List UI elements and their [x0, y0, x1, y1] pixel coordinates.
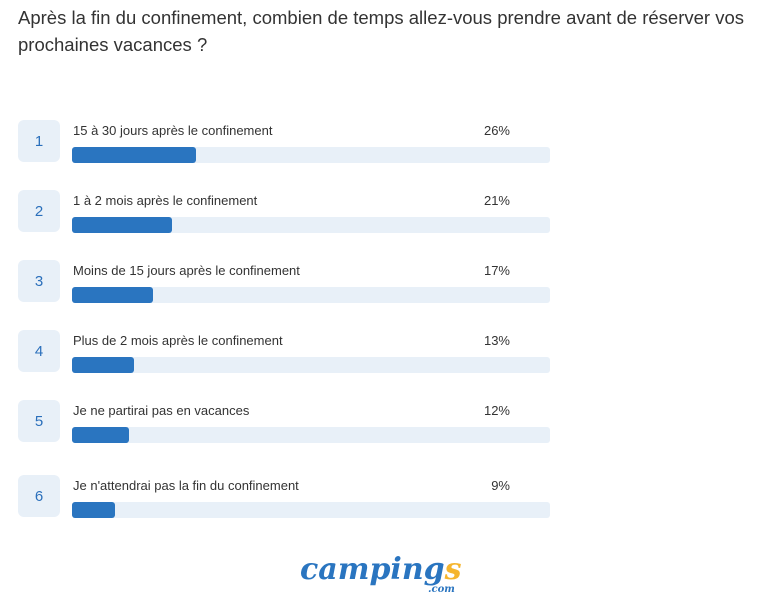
rank-badge: 6 — [18, 475, 60, 517]
bar-row: 3 Moins de 15 jours après le confinement… — [0, 260, 560, 304]
rank-badge: 1 — [18, 120, 60, 162]
bar-track — [72, 357, 550, 373]
category-label: Moins de 15 jours après le confinement — [73, 263, 300, 278]
rank-badge: 5 — [18, 400, 60, 442]
bar — [72, 502, 116, 518]
bar-row: 1 15 à 30 jours après le confinement 26% — [0, 120, 560, 164]
category-label: Plus de 2 mois après le confinement — [73, 333, 283, 348]
bar-track — [72, 147, 550, 163]
bar — [72, 427, 130, 443]
rank-badge: 2 — [18, 190, 60, 232]
campings-logo: campings .com — [300, 552, 462, 595]
bar-row: 5 Je ne partirai pas en vacances 12% — [0, 400, 560, 444]
bar-row: 4 Plus de 2 mois après le confinement 13… — [0, 330, 560, 374]
bar — [72, 147, 197, 163]
bar-track — [72, 502, 550, 518]
value-label: 21% — [483, 193, 510, 208]
chart-title: Après la fin du confinement, combien de … — [18, 7, 744, 55]
bar-row: 6 Je n'attendrai pas la fin du confineme… — [0, 475, 560, 519]
category-label: 15 à 30 jours après le confinement — [73, 123, 273, 138]
value-label: 9% — [491, 478, 510, 493]
category-label: Je ne partirai pas en vacances — [73, 403, 250, 418]
category-label: Je n'attendrai pas la fin du confinement — [73, 478, 299, 493]
bar-track — [72, 217, 550, 233]
value-label: 13% — [483, 333, 510, 348]
value-label: 12% — [483, 403, 510, 418]
bar-track — [72, 427, 550, 443]
category-label: 1 à 2 mois après le confinement — [73, 193, 258, 208]
value-label: 17% — [483, 263, 510, 278]
bar — [72, 287, 154, 303]
rank-badge: 3 — [18, 260, 60, 302]
bar — [72, 217, 173, 233]
value-label: 26% — [483, 123, 510, 138]
rank-badge: 4 — [18, 330, 60, 372]
bar — [72, 357, 135, 373]
bar-row: 2 1 à 2 mois après le confinement 21% — [0, 190, 560, 234]
bar-track — [72, 287, 550, 303]
